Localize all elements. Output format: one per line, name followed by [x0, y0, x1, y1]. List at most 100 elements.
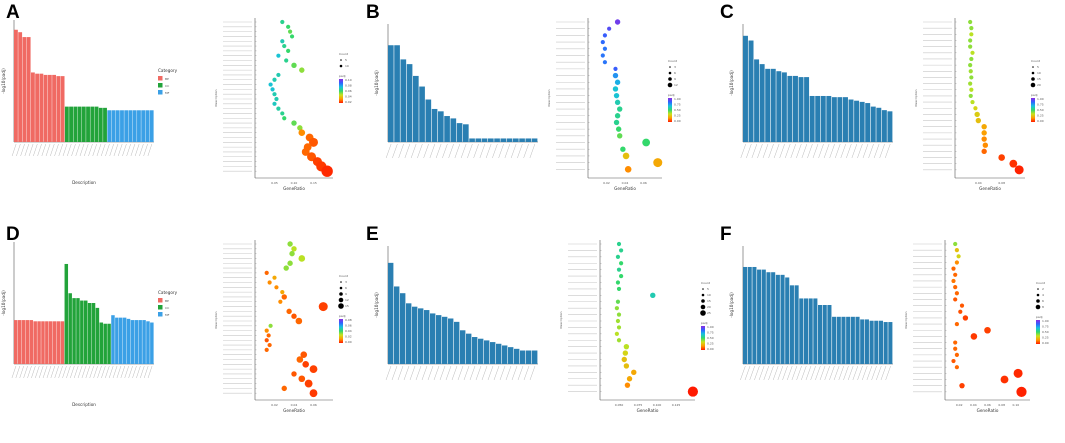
- x-axis-label: GeneRatio: [283, 408, 305, 413]
- x-tick-label: [523, 143, 529, 159]
- bar: [115, 317, 119, 364]
- dot: [953, 285, 958, 290]
- x-tick-label: [463, 365, 470, 381]
- x-tick-label: [805, 365, 812, 381]
- legend-label-cc: CC: [165, 84, 169, 88]
- color-legend-bar: [1031, 98, 1035, 122]
- y-axis-label: Description: [214, 89, 218, 106]
- bar: [103, 107, 107, 142]
- size-legend-dot: [1036, 293, 1040, 297]
- bar: [146, 321, 150, 364]
- bar: [91, 303, 96, 364]
- bar: [481, 138, 488, 142]
- bar: [874, 320, 879, 364]
- color-legend-tick: 1.00: [707, 325, 714, 329]
- dot: [616, 286, 622, 292]
- bar: [64, 263, 69, 364]
- dot: [998, 154, 1005, 161]
- bar: [406, 303, 412, 364]
- dot: [291, 313, 297, 319]
- bar: [418, 308, 424, 364]
- size-legend-label: 10: [345, 64, 349, 68]
- x-tick-label: [796, 365, 802, 381]
- dot: [624, 166, 632, 173]
- bar: [747, 266, 752, 364]
- dot-plot-D: 0.02 0.04 0.06GeneRatioDescriptionCount369…: [214, 240, 352, 413]
- dot: [280, 39, 285, 44]
- bar: [864, 319, 869, 364]
- x-tick-label: [479, 143, 486, 159]
- x-tick-label: [128, 365, 133, 379]
- legend-swatch-mf: [158, 90, 163, 95]
- x-tick-label: 0.08: [998, 181, 1005, 185]
- dot: [982, 142, 989, 148]
- color-legend-tick: 0.08: [345, 84, 352, 88]
- x-tick-label: [498, 143, 504, 159]
- dot: [278, 299, 283, 304]
- color-legend-tick: 0.02: [345, 335, 352, 339]
- x-tick-label: 0.050: [615, 403, 624, 407]
- size-legend-title: Count: [668, 59, 678, 63]
- dot: [296, 356, 304, 363]
- color-legend-tick: 0.25: [707, 342, 714, 346]
- dot: [267, 342, 272, 348]
- size-legend-label: 5: [707, 287, 709, 291]
- x-tick-label: [768, 365, 774, 381]
- bar: [98, 107, 103, 142]
- dot: [969, 75, 974, 80]
- bar: [130, 320, 135, 364]
- x-tick-label: [105, 143, 110, 157]
- x-tick-label: [143, 365, 149, 379]
- dot: [291, 246, 297, 252]
- bar: [859, 101, 865, 142]
- color-legend-tick: 0.50: [707, 336, 714, 340]
- bar: [878, 320, 884, 364]
- bar: [424, 310, 430, 364]
- x-tick-label: 0.100: [653, 403, 662, 407]
- bar: [496, 343, 502, 364]
- bar: [799, 298, 804, 364]
- bar: [472, 337, 478, 364]
- bar: [442, 316, 448, 364]
- color-legend-bar: [701, 326, 705, 350]
- x-tick-label: [96, 143, 102, 157]
- color-legend-title: padj: [1036, 315, 1043, 319]
- x-tick-label: [58, 365, 63, 379]
- bar: [787, 75, 793, 142]
- x-tick-label: [504, 143, 511, 159]
- x-tick-label: [132, 365, 137, 379]
- dot: [642, 138, 651, 147]
- bar: [41, 321, 45, 364]
- dot: [298, 129, 306, 136]
- dot: [614, 306, 619, 311]
- dot: [291, 62, 297, 69]
- dot: [264, 270, 269, 275]
- bar: [18, 32, 23, 143]
- y-axis-label: -log10(padj): [374, 292, 379, 318]
- dot: [623, 363, 630, 369]
- dot: [984, 326, 991, 334]
- bar: [47, 74, 52, 142]
- bar: [881, 110, 887, 142]
- x-tick-label: [71, 143, 76, 157]
- dot: [975, 117, 982, 124]
- color-legend-tick: 0.75: [707, 331, 714, 335]
- legend-label-mf: MF: [165, 313, 170, 317]
- bar: [525, 138, 532, 142]
- dot: [616, 241, 622, 247]
- bar: [463, 124, 469, 142]
- color-legend-tick: 0.06: [345, 324, 352, 328]
- x-tick-label: [136, 365, 141, 379]
- bar: [513, 138, 519, 142]
- dot: [974, 111, 980, 118]
- x-tick-label: [41, 143, 47, 157]
- dot: [969, 32, 974, 37]
- x-tick-label: [147, 143, 153, 157]
- x-tick-label: [786, 365, 793, 381]
- x-tick-label: [749, 365, 755, 381]
- bar: [771, 272, 776, 364]
- x-tick-label: [784, 143, 791, 159]
- dot: [954, 248, 959, 253]
- x-tick-label: [143, 143, 148, 157]
- bar: [808, 298, 813, 364]
